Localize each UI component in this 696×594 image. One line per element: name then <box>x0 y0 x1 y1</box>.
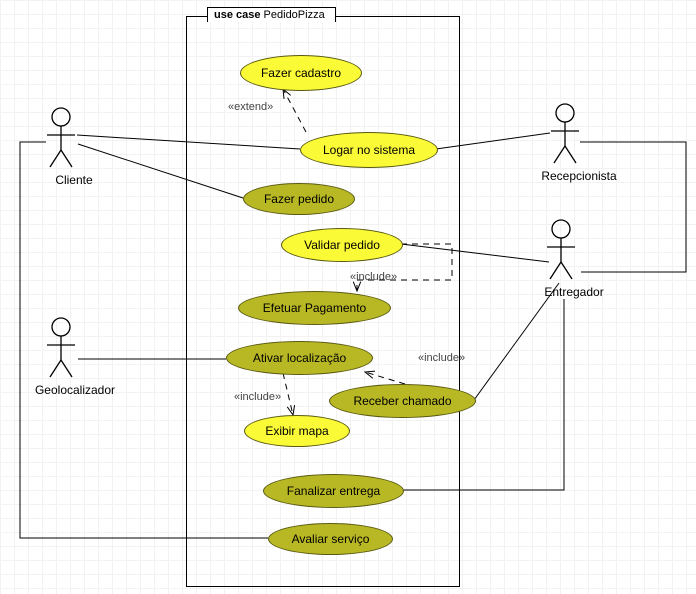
dependency <box>365 372 405 384</box>
dependency-label: «extend» <box>228 101 273 113</box>
actor-label-entregador: Entregador <box>538 285 610 299</box>
usecase-logar_sistema: Logar no sistema <box>300 132 438 168</box>
association <box>77 135 300 149</box>
usecase-fazer_pedido: Fazer pedido <box>243 183 355 215</box>
usecase-avaliar_servico: Avaliar serviço <box>268 523 393 555</box>
usecase-validar_pedido: Validar pedido <box>281 228 403 262</box>
actor-label-recepcionista: Recepcionista <box>534 169 624 183</box>
association <box>474 283 559 400</box>
usecase-receber_chamado: Receber chamado <box>329 384 476 418</box>
association <box>20 142 268 538</box>
actor-label-cliente: Cliente <box>50 173 98 187</box>
dependency <box>283 89 306 132</box>
arrowhead <box>365 371 375 378</box>
actor-geolocalizador <box>47 318 75 377</box>
dependency-label: «include» <box>234 391 281 403</box>
association <box>436 133 550 149</box>
actor-cliente <box>47 108 75 167</box>
association <box>401 244 549 262</box>
actor-recepcionista <box>551 104 579 163</box>
dependency-label: «include» <box>350 271 397 283</box>
actor-entregador <box>547 220 575 279</box>
usecase-fanalizar_entrega: Fanalizar entrega <box>263 474 404 508</box>
usecase-efetuar_pagamento: Efetuar Pagamento <box>238 291 391 325</box>
usecase-fazer_cadastro: Fazer cadastro <box>240 55 362 91</box>
dependency-label: «include» <box>418 352 465 364</box>
actor-label-geolocalizador: Geolocalizador <box>25 383 125 397</box>
association <box>580 142 686 272</box>
usecase-ativar_localizacao: Ativar localização <box>226 341 373 375</box>
usecase-exibir_mapa: Exibir mapa <box>244 415 350 447</box>
association <box>78 144 243 198</box>
